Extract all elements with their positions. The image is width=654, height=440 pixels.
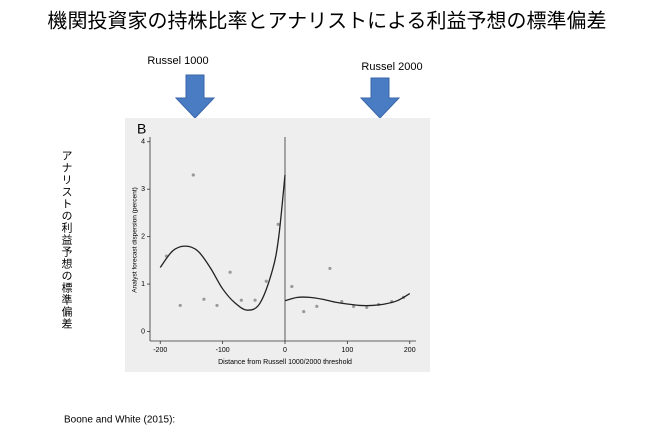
point bbox=[365, 305, 369, 309]
y-tick-label: 3 bbox=[141, 186, 145, 193]
point bbox=[302, 309, 306, 314]
x-tick-label: 100 bbox=[342, 347, 354, 354]
y-tick-label: 1 bbox=[141, 281, 145, 288]
y-tick-label: 0 bbox=[141, 328, 145, 335]
side-label: アナリストの利益予想の標準偏差 bbox=[60, 150, 73, 330]
y-tick-label: 2 bbox=[141, 233, 145, 240]
point bbox=[239, 298, 243, 302]
point bbox=[290, 284, 294, 289]
fit-line bbox=[284, 292, 411, 307]
arrow bbox=[359, 77, 401, 119]
y-axis-label: Analyst forecast dispersion (percent) bbox=[132, 187, 139, 293]
point bbox=[328, 266, 332, 271]
point bbox=[315, 304, 319, 308]
annotation: Russel 1000 bbox=[147, 55, 208, 67]
point bbox=[352, 304, 356, 308]
point bbox=[228, 270, 232, 274]
x-tick-label: -100 bbox=[216, 347, 230, 354]
x-tick-label: 200 bbox=[404, 347, 416, 354]
x-tick-label: -200 bbox=[153, 347, 167, 354]
x-axis-label: Distance from Russell 1000/2000 threshol… bbox=[218, 359, 352, 366]
y-tick-label: 4 bbox=[141, 139, 145, 146]
point bbox=[215, 303, 219, 308]
arrow bbox=[174, 74, 216, 119]
point bbox=[276, 222, 280, 226]
point bbox=[264, 279, 268, 283]
slide-title: 機関投資家の持株比率とアナリストによる利益予想の標準偏差 bbox=[48, 9, 607, 33]
source: Boone and White (2015): bbox=[64, 415, 175, 426]
point bbox=[340, 300, 344, 304]
point bbox=[191, 173, 195, 177]
annotation: Russel 2000 bbox=[361, 61, 422, 73]
point bbox=[202, 297, 206, 301]
panel-label: B bbox=[137, 121, 146, 137]
fit-line bbox=[159, 174, 286, 311]
point bbox=[178, 303, 182, 308]
point bbox=[253, 298, 257, 302]
x-tick-label: 0 bbox=[283, 347, 287, 354]
